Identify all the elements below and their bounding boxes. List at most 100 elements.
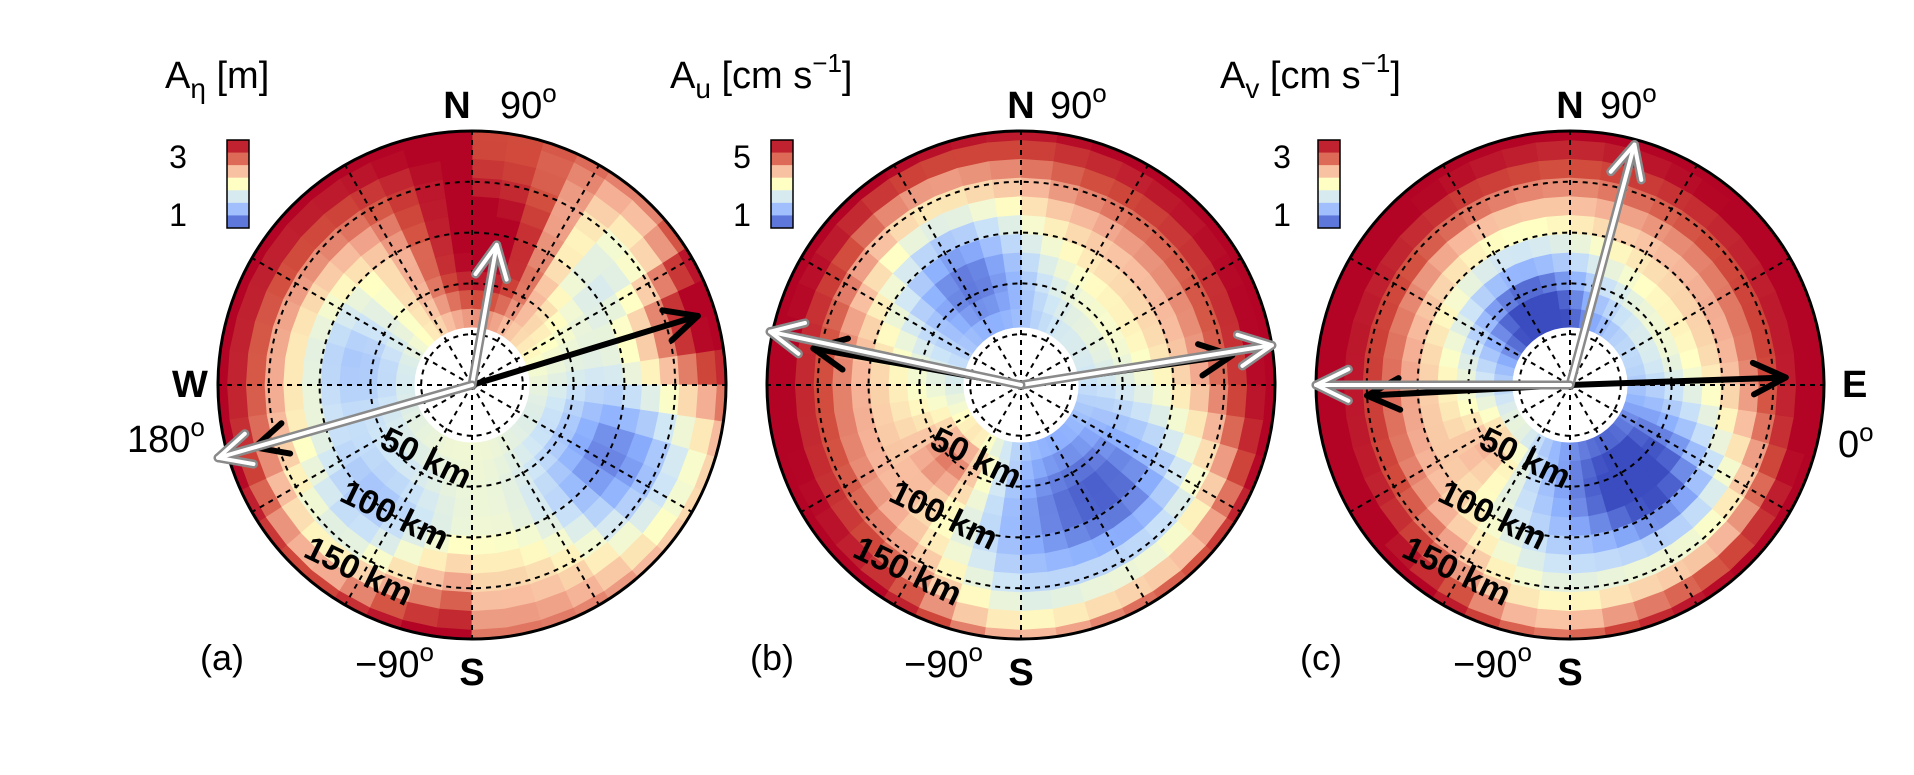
heatmap-cell: [1020, 251, 1041, 273]
angle-label-north-a: 90o: [500, 78, 557, 127]
grid-b: [766, 130, 1276, 640]
heatmap-cell: [640, 384, 662, 413]
heatmap-cell: [1569, 270, 1587, 291]
arrows-b: [765, 318, 1277, 390]
heatmap-cell: [1001, 497, 1022, 519]
heatmap-cell: [1682, 384, 1704, 405]
heatmap-cell: [775, 384, 798, 421]
colorbar-frame: [226, 139, 250, 229]
colorbar-segment: [1318, 177, 1340, 191]
angle-label-south-c: −90o: [1453, 637, 1532, 686]
grid-spoke: [1569, 384, 1791, 513]
heatmap-cell: [658, 354, 681, 386]
grid-spoke: [1569, 164, 1698, 386]
colorbar-segment: [1318, 215, 1340, 229]
heatmap-cell: [1534, 139, 1571, 162]
compass-north-a: N: [443, 85, 470, 127]
panel-c: Av [cm s−1] 3 1 N 90o E 0o −90o S (c) 50…: [1220, 48, 1874, 694]
angle-label-north-b: 90o: [1050, 78, 1107, 127]
colorbar-segment: [227, 140, 249, 154]
heatmap-cell: [436, 608, 473, 631]
colorbar-segment: [227, 177, 249, 191]
heatmap-cell: [1550, 251, 1571, 273]
heatmap-cell: [1569, 590, 1603, 612]
heatmap-cell: [603, 384, 625, 408]
heatmap-cell: [1542, 195, 1571, 217]
heatmap-cell: [444, 553, 473, 575]
heatmap-cell: [1020, 158, 1054, 180]
grid-spoke: [1569, 384, 1698, 606]
grid-spoke: [1569, 257, 1791, 386]
colorbar-segment: [227, 215, 249, 229]
colorbar-segment: [1318, 152, 1340, 166]
grid-spoke: [471, 257, 693, 386]
heatmap-cell: [1793, 349, 1816, 386]
arrow-shaft: [1567, 374, 1789, 388]
colorbar-title-b: Au [cm s−1]: [670, 48, 852, 104]
heatmap-cell: [245, 352, 267, 386]
grid-spoke: [1349, 384, 1571, 513]
heatmap-cell: [1569, 534, 1595, 556]
colorbar-frame: [1317, 139, 1341, 229]
arrows-c: [1311, 140, 1789, 413]
colorbar-segment: [1318, 165, 1340, 179]
heatmap-cell: [1569, 251, 1590, 273]
compass-east-c: E: [1842, 364, 1867, 406]
heatmap-cell: [319, 384, 341, 408]
heatmap-cell: [603, 362, 625, 386]
white-arrow: [1311, 364, 1575, 406]
colorbar-tick-top-c: 3: [1273, 139, 1291, 175]
heatmap-cell: [887, 365, 909, 386]
heatmap-cell: [1537, 158, 1571, 180]
colorbar-tick-bottom-a: 1: [169, 197, 187, 233]
white-arrow: [765, 318, 1026, 390]
colorbar-segment: [227, 190, 249, 204]
heatmap-cell: [471, 571, 503, 594]
heatmap-cell: [812, 384, 835, 416]
heatmap-cell: [1020, 590, 1054, 612]
arrow-head: [1608, 142, 1644, 182]
heatmap-cell: [887, 384, 909, 405]
heatmap-cell: [1020, 195, 1049, 217]
heatmap-cell: [1738, 384, 1760, 413]
grid-spoke: [1020, 257, 1242, 386]
colorbar-tick-top-b: 5: [733, 139, 751, 175]
heatmap-cell: [1207, 384, 1230, 416]
heatmap-cell: [677, 384, 699, 418]
black-arrow: [1567, 359, 1789, 398]
heatmap-cell: [988, 590, 1022, 612]
colorbar-segment: [771, 140, 793, 154]
arrow-head: [1314, 367, 1351, 403]
heatmap-cell: [640, 357, 662, 386]
grid-spoke: [251, 257, 473, 386]
heatmap-cell: [1569, 497, 1590, 519]
heatmap-cell: [338, 365, 360, 386]
heatmap-cell: [1020, 516, 1044, 538]
arrow-shaft: [470, 242, 499, 387]
grid-spoke: [800, 257, 1022, 386]
white-arrow: [213, 380, 477, 469]
heatmap-cell: [1020, 289, 1036, 310]
colorbar-segment: [227, 152, 249, 166]
compass-south-c: S: [1557, 652, 1582, 694]
heatmap-cell: [1569, 553, 1598, 575]
heatmap-cell: [1020, 534, 1046, 556]
panel-label-c: (c): [1300, 637, 1342, 678]
heatmap-cell: [993, 553, 1022, 575]
colorbar-a: [226, 139, 250, 229]
heatmap-cell: [695, 349, 718, 386]
grid-spoke: [471, 384, 600, 606]
boundary-b: [765, 129, 1277, 641]
arrow-head: [1749, 359, 1789, 398]
heatmap-cell: [990, 176, 1022, 199]
colorbar-segment: [771, 177, 793, 191]
colorbar-segment: [227, 202, 249, 216]
heatmap-cell: [471, 195, 500, 217]
colorbar-segment: [1318, 190, 1340, 204]
heatmap-cell: [452, 497, 473, 519]
heatmap-cell: [1569, 139, 1606, 162]
heatmap-cell: [1133, 384, 1155, 405]
heatmap-cell: [449, 232, 473, 254]
arrow-shaft: [1568, 142, 1637, 387]
